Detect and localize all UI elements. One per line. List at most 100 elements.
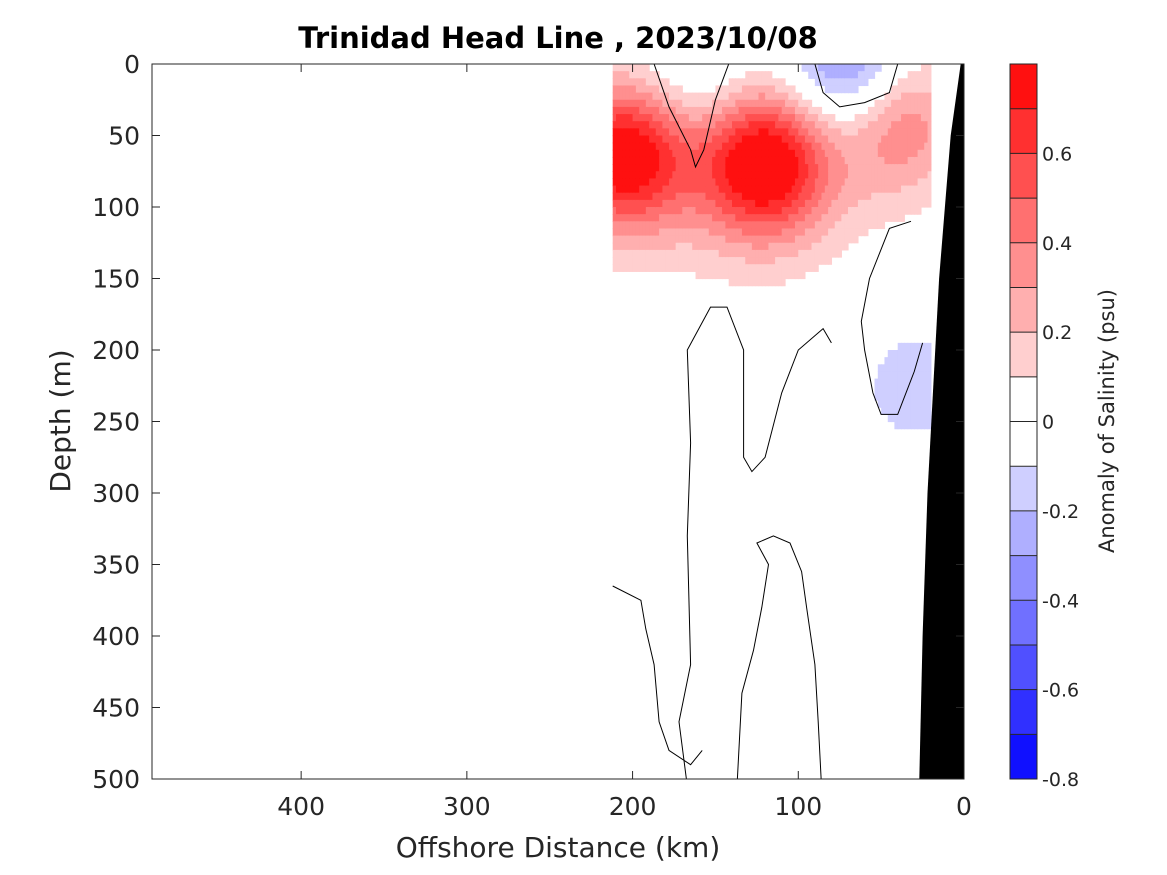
field-cell bbox=[857, 214, 862, 222]
field-cell bbox=[804, 207, 809, 215]
field-cell bbox=[841, 214, 846, 222]
field-cell bbox=[861, 128, 866, 137]
field-cell bbox=[715, 271, 720, 280]
field-cell bbox=[669, 164, 673, 172]
field-cell bbox=[745, 128, 750, 137]
field-cell bbox=[834, 149, 839, 158]
field-cell bbox=[722, 164, 726, 172]
field-cell bbox=[765, 171, 770, 179]
field-cell bbox=[678, 207, 683, 215]
field-cell bbox=[775, 185, 779, 194]
field-cell bbox=[741, 106, 746, 115]
field-cell bbox=[854, 214, 859, 222]
field-cell bbox=[904, 85, 909, 94]
field-cell bbox=[612, 71, 617, 79]
field-cell bbox=[758, 242, 763, 251]
field-cell bbox=[814, 178, 819, 187]
field-cell bbox=[834, 228, 839, 237]
y-tick-label: 50 bbox=[108, 122, 140, 151]
field-cell bbox=[891, 99, 895, 108]
field-cell bbox=[712, 178, 717, 187]
field-cell bbox=[622, 214, 627, 222]
field-cell bbox=[728, 78, 733, 87]
field-cell bbox=[884, 371, 889, 380]
field-cell bbox=[874, 121, 879, 129]
field-cell bbox=[715, 99, 720, 108]
field-cell bbox=[881, 221, 886, 230]
field-cell bbox=[722, 221, 726, 230]
field-cell bbox=[758, 178, 763, 187]
field-cell bbox=[877, 185, 882, 194]
field-cell bbox=[722, 242, 726, 251]
field-cell bbox=[768, 264, 773, 272]
field-cell bbox=[751, 114, 756, 122]
field-cell bbox=[728, 249, 733, 258]
field-cell bbox=[917, 114, 922, 122]
field-cell bbox=[801, 99, 806, 108]
field-cell bbox=[642, 178, 647, 187]
field-cell bbox=[857, 71, 862, 79]
field-cell bbox=[861, 78, 866, 87]
field-cell bbox=[831, 71, 836, 79]
field-cell bbox=[632, 178, 637, 187]
field-cell bbox=[755, 185, 760, 194]
field-cell bbox=[768, 92, 773, 101]
field-cell bbox=[622, 142, 627, 151]
field-cell bbox=[755, 278, 760, 287]
field-cell bbox=[917, 92, 922, 101]
field-cell bbox=[635, 114, 640, 122]
field-cell bbox=[715, 207, 720, 215]
field-cell bbox=[708, 171, 713, 179]
field-cell bbox=[755, 164, 760, 172]
field-cell bbox=[768, 278, 773, 287]
field-cell bbox=[884, 156, 889, 165]
field-cell bbox=[728, 142, 733, 151]
field-cell bbox=[642, 106, 647, 115]
field-cell bbox=[761, 171, 766, 179]
field-cell bbox=[619, 185, 624, 194]
field-cell bbox=[751, 235, 756, 244]
field-cell bbox=[695, 128, 700, 137]
field-cell bbox=[854, 156, 859, 165]
field-cell bbox=[642, 128, 647, 137]
field-cell bbox=[781, 264, 786, 272]
field-cell bbox=[881, 142, 886, 151]
field-cell bbox=[622, 235, 627, 244]
field-cell bbox=[775, 164, 779, 172]
field-cell bbox=[698, 99, 703, 108]
field-cell bbox=[616, 214, 620, 222]
field-cell bbox=[771, 99, 776, 108]
field-cell bbox=[884, 178, 889, 187]
field-cell bbox=[642, 249, 647, 258]
field-cell bbox=[771, 271, 776, 280]
field-cell bbox=[808, 164, 813, 172]
field-cell bbox=[745, 185, 750, 194]
field-cell bbox=[894, 171, 899, 179]
field-cell bbox=[682, 142, 687, 151]
field-cell bbox=[785, 235, 789, 244]
field-cell bbox=[907, 364, 912, 373]
field-cell bbox=[745, 257, 750, 265]
field-cell bbox=[765, 135, 770, 144]
field-cell bbox=[818, 156, 823, 165]
field-cell bbox=[625, 106, 630, 115]
field-cell bbox=[844, 128, 849, 137]
field-cell bbox=[788, 99, 793, 108]
field-cell bbox=[639, 199, 644, 208]
field-cell bbox=[741, 185, 746, 194]
field-cell bbox=[861, 135, 866, 144]
field-cell bbox=[708, 199, 713, 208]
field-cell bbox=[901, 378, 905, 387]
field-cell bbox=[798, 142, 803, 151]
field-cell bbox=[828, 192, 833, 201]
field-cell bbox=[907, 371, 912, 380]
field-cell bbox=[794, 257, 799, 265]
field-cell bbox=[765, 257, 770, 265]
field-cell bbox=[781, 149, 786, 158]
field-cell bbox=[778, 92, 783, 101]
field-cell bbox=[702, 192, 707, 201]
field-cell bbox=[751, 257, 756, 265]
field-cell bbox=[804, 156, 809, 165]
field-cell bbox=[877, 178, 882, 187]
field-cell bbox=[781, 171, 786, 179]
